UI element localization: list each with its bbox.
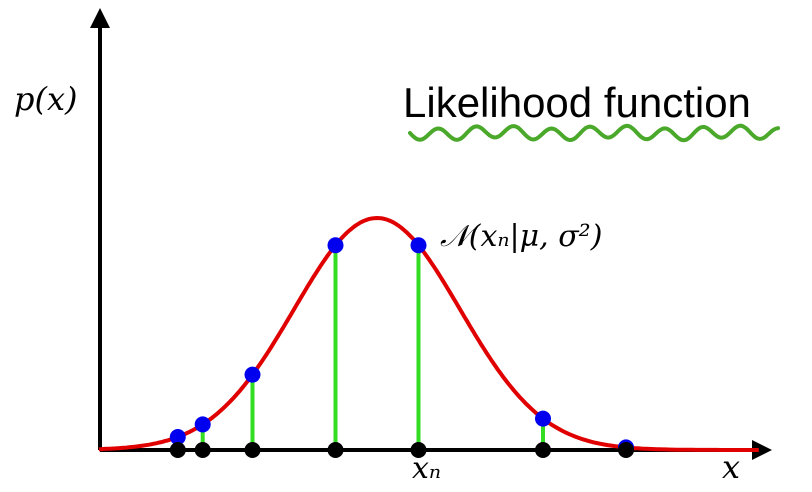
axis-point-6 — [618, 442, 634, 458]
sample-point-3 — [327, 237, 344, 254]
axis-point-0 — [169, 442, 186, 458]
x-axis-label: x — [722, 448, 740, 486]
sample-point-5 — [535, 410, 551, 427]
y-axis-label: p(x) — [14, 80, 78, 118]
axis-point-3 — [327, 442, 344, 458]
axis-point-1 — [194, 442, 211, 458]
sample-point-4 — [410, 237, 427, 254]
stems — [175, 245, 628, 450]
sample-points — [169, 237, 634, 456]
title: Likelihood function — [403, 79, 751, 126]
axes — [90, 8, 772, 460]
x-axis-arrow-icon — [752, 440, 772, 460]
axis-point-4 — [410, 442, 427, 458]
y-axis-arrow-icon — [90, 8, 110, 28]
sample-point-0 — [169, 428, 186, 445]
axis-point-2 — [244, 442, 261, 458]
sample-point-1 — [194, 416, 211, 433]
sample-point-2 — [244, 366, 261, 383]
axis-sample-points — [169, 442, 634, 458]
title-underline — [408, 123, 780, 143]
curve-label: 𝒩(xₙ|μ, σ²) — [440, 219, 602, 254]
axis-point-5 — [535, 442, 551, 458]
gaussian-curve — [98, 215, 759, 452]
point-label: xₙ — [412, 451, 441, 486]
